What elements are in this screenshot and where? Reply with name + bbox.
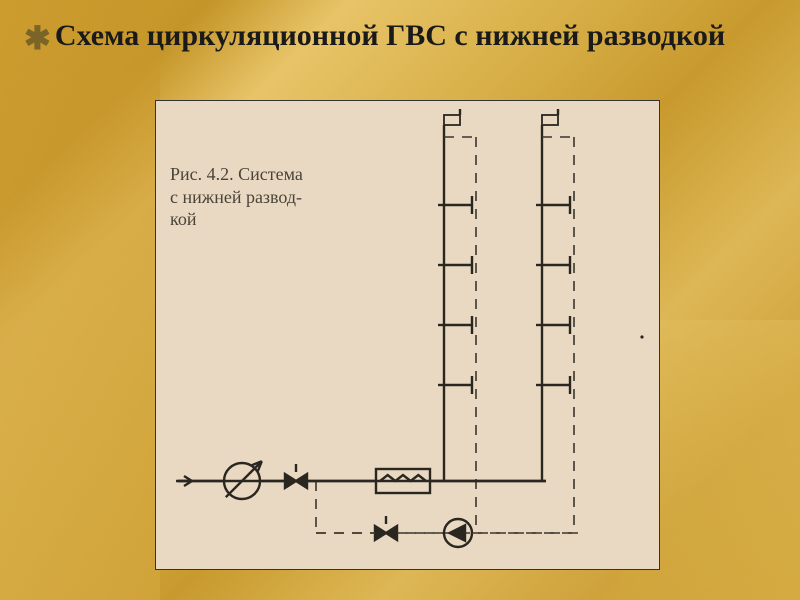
bg-accent-left <box>0 0 160 600</box>
slide-title: Схема циркуляционной ГВС с нижней развод… <box>55 18 725 54</box>
piping-schematic <box>156 101 661 571</box>
diagram-card: Рис. 4.2. Система с нижней развод- кой <box>155 100 660 570</box>
title-wrap: ✱ Схема циркуляционной ГВС с нижней разв… <box>24 18 776 54</box>
bullet-asterisk: ✱ <box>24 22 51 54</box>
